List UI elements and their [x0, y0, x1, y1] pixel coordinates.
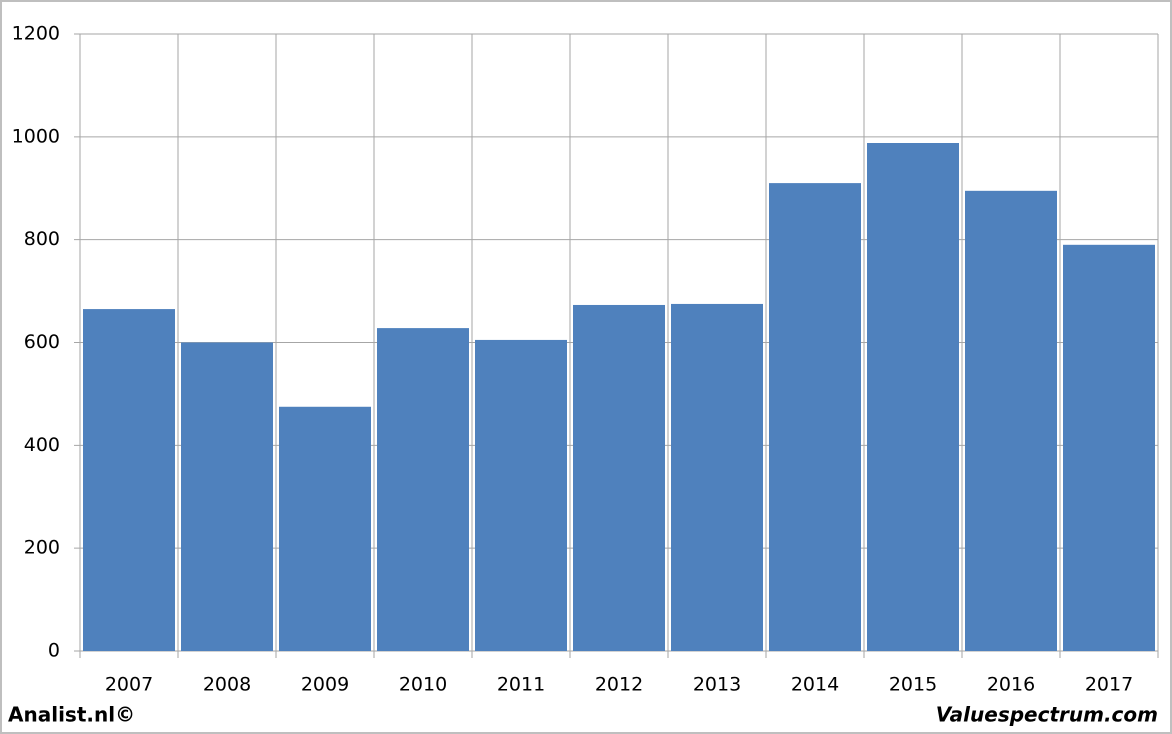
x-tick-label: 2011: [497, 674, 545, 696]
x-tick-label: 2012: [595, 674, 643, 696]
y-tick-label: 0: [48, 640, 60, 662]
bar: [671, 303, 763, 651]
bar: [83, 309, 175, 651]
y-tick-label: 1000: [12, 125, 60, 147]
y-tick-label: 400: [24, 434, 60, 456]
bar: [377, 328, 469, 651]
y-tick-label: 600: [24, 331, 60, 353]
bar: [965, 190, 1057, 651]
footer-right: Valuespectrum.com: [936, 703, 1158, 727]
x-tick-label: 2008: [203, 674, 251, 696]
bar: [573, 304, 665, 651]
y-tick-label: 800: [24, 228, 60, 250]
bar: [475, 339, 567, 651]
bar: [181, 342, 273, 651]
bar: [279, 406, 371, 651]
x-tick-label: 2015: [889, 674, 937, 696]
bar: [769, 183, 861, 651]
x-tick-label: 2009: [301, 674, 349, 696]
y-tick-label: 200: [24, 537, 60, 559]
bar: [867, 143, 959, 651]
x-tick-label: 2014: [791, 674, 839, 696]
footer-left: Analist.nl©: [8, 703, 135, 727]
x-tick-label: 2007: [105, 674, 153, 696]
bar: [1063, 244, 1155, 651]
x-tick-label: 2016: [987, 674, 1035, 696]
y-tick-label: 1200: [12, 23, 60, 45]
x-tick-label: 2010: [399, 674, 447, 696]
x-tick-label: 2017: [1085, 674, 1133, 696]
x-tick-label: 2013: [693, 674, 741, 696]
